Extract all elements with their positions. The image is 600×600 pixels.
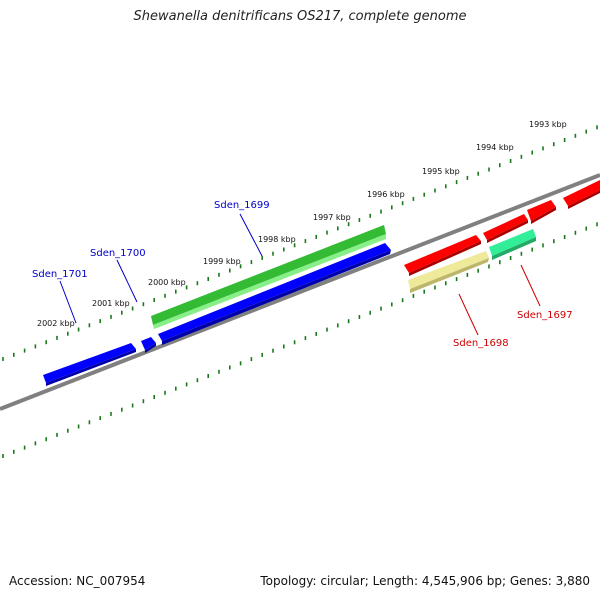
scale-label-1995: 1995 kbp bbox=[422, 167, 460, 176]
gene-label-sden-1697: Sden_1697 bbox=[517, 310, 573, 321]
gene-sden-1701[interactable] bbox=[43, 343, 136, 386]
leader-sden-1698 bbox=[458, 293, 479, 336]
scale-label-2001: 2001 kbp bbox=[92, 299, 130, 308]
map-title: Shewanella denitrificans OS217, complete… bbox=[133, 9, 467, 24]
scale-label-1997: 1997 kbp bbox=[313, 213, 351, 222]
gene-red-4[interactable] bbox=[563, 180, 600, 209]
leader-sden-1699 bbox=[239, 213, 263, 257]
gene-sden-1700[interactable] bbox=[141, 337, 156, 353]
scale-label-1999: 1999 kbp bbox=[203, 257, 241, 266]
gene-sden-1697[interactable] bbox=[404, 235, 481, 276]
gene-red-2[interactable] bbox=[483, 214, 528, 243]
leader-sden-1701 bbox=[59, 280, 77, 324]
scale-labels: 1993 kbp 1994 kbp 1995 kbp 1996 kbp 1997… bbox=[37, 120, 567, 328]
scale-label-2002: 2002 kbp bbox=[37, 319, 75, 328]
genome-backbone bbox=[0, 173, 600, 411]
scale-label-1993: 1993 kbp bbox=[529, 120, 567, 129]
scale-label-1996: 1996 kbp bbox=[367, 190, 405, 199]
scale-label-1998: 1998 kbp bbox=[258, 235, 296, 244]
scale-label-1994: 1994 kbp bbox=[476, 143, 514, 152]
gene-red-3[interactable] bbox=[527, 200, 556, 224]
gene-label-sden-1701: Sden_1701 bbox=[32, 269, 88, 280]
gene-label-sden-1700: Sden_1700 bbox=[90, 248, 146, 259]
gene-sden-1698[interactable] bbox=[408, 251, 489, 293]
inner-scale-ticks bbox=[2, 222, 598, 458]
accession-text: Accession: NC_007954 bbox=[9, 574, 146, 588]
gene-sden-1699-blue[interactable] bbox=[158, 243, 391, 345]
leader-sden-1700 bbox=[116, 259, 138, 303]
topology-text: Topology: circular; Length: 4,545,906 bp… bbox=[260, 574, 590, 588]
gene-sden-1699[interactable] bbox=[151, 225, 386, 329]
gene-label-sden-1698: Sden_1698 bbox=[453, 338, 509, 349]
gene-teal[interactable] bbox=[489, 229, 536, 260]
gene-label-sden-1699: Sden_1699 bbox=[214, 200, 270, 211]
scale-label-2000: 2000 kbp bbox=[148, 278, 186, 287]
leader-sden-1697 bbox=[520, 264, 541, 307]
outer-scale-ticks bbox=[2, 125, 598, 361]
